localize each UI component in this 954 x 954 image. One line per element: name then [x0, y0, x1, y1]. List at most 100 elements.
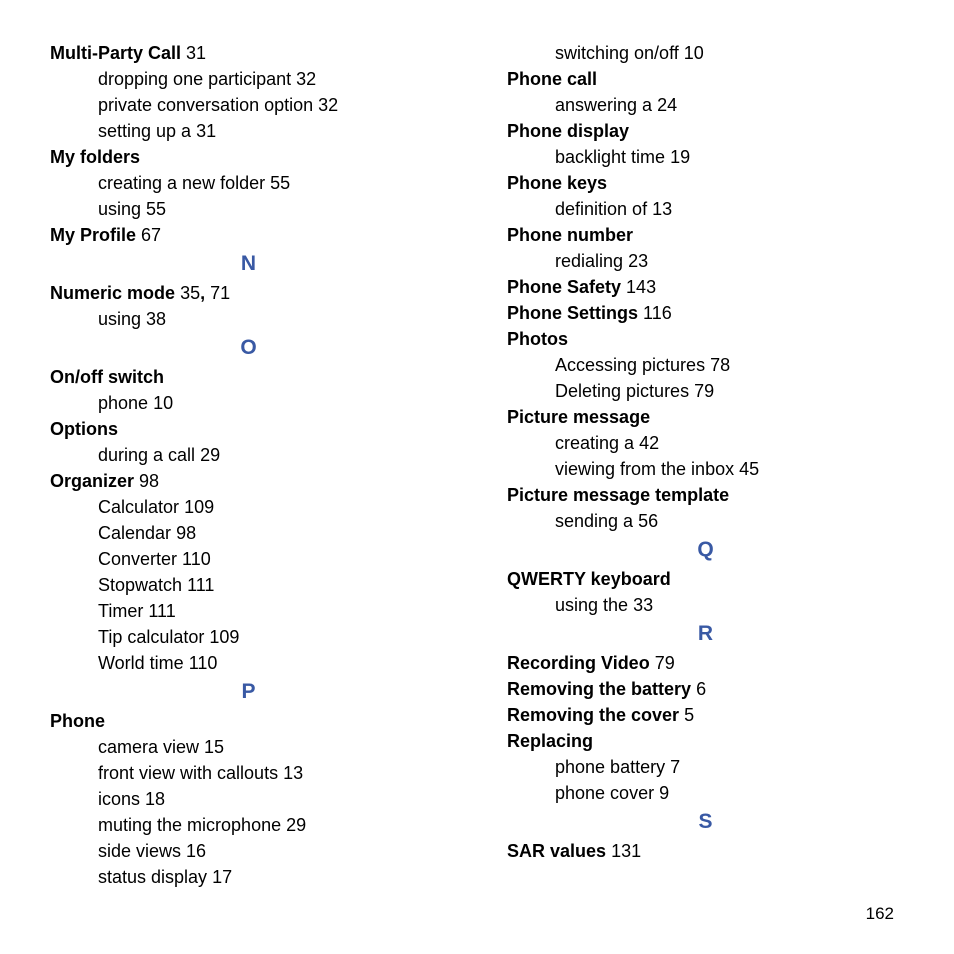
text: switching on/off: [555, 43, 679, 63]
subentry: Calendar 98: [50, 520, 447, 546]
text: camera view: [98, 737, 199, 757]
page: 17: [212, 867, 232, 887]
text: creating a: [555, 433, 634, 453]
label: Phone number: [507, 225, 633, 245]
text: Accessing pictures: [555, 355, 705, 375]
entry-phone-display: Phone display: [507, 118, 904, 144]
subentry: phone cover 9: [507, 780, 904, 806]
subentry: Accessing pictures 78: [507, 352, 904, 378]
label: Phone display: [507, 121, 629, 141]
label: Removing the cover: [507, 705, 679, 725]
text: redialing: [555, 251, 623, 271]
text: front view with callouts: [98, 763, 278, 783]
page: 7: [670, 757, 680, 777]
subentry: Converter 110: [50, 546, 447, 572]
page: 109: [184, 497, 214, 517]
letter-q: Q: [507, 536, 904, 564]
entry-phone-call: Phone call: [507, 66, 904, 92]
page: 67: [141, 225, 161, 245]
page: 13: [652, 199, 672, 219]
text: definition of: [555, 199, 647, 219]
page-number: 162: [866, 904, 894, 924]
entry-options: Options: [50, 416, 447, 442]
label: Phone: [50, 711, 105, 731]
label: Numeric mode: [50, 283, 175, 303]
subentry: Calculator 109: [50, 494, 447, 520]
subentry: using 38: [50, 306, 447, 332]
page: 111: [187, 575, 214, 595]
page: 79: [655, 653, 675, 673]
right-column: switching on/off 10 Phone call answering…: [507, 40, 904, 890]
entry-picture-message-template: Picture message template: [507, 482, 904, 508]
page: 45: [739, 459, 759, 479]
text: creating a new folder: [98, 173, 265, 193]
entry-phone-keys: Phone keys: [507, 170, 904, 196]
text: phone cover: [555, 783, 654, 803]
page: 98: [176, 523, 196, 543]
label: Recording Video: [507, 653, 650, 673]
entry-multi-party-call: Multi-Party Call 31: [50, 40, 447, 66]
text: Deleting pictures: [555, 381, 689, 401]
text: during a call: [98, 445, 195, 465]
subentry: status display 17: [50, 864, 447, 890]
page: 10: [153, 393, 173, 413]
text: sending a: [555, 511, 633, 531]
entry-removing-battery: Removing the battery 6: [507, 676, 904, 702]
subentry: phone 10: [50, 390, 447, 416]
page: 79: [694, 381, 714, 401]
page: 33: [633, 595, 653, 615]
label: Replacing: [507, 731, 593, 751]
page: 16: [186, 841, 206, 861]
text: muting the microphone: [98, 815, 281, 835]
subentry: muting the microphone 29: [50, 812, 447, 838]
subentry: using the 33: [507, 592, 904, 618]
subentry: side views 16: [50, 838, 447, 864]
page: 110: [189, 653, 218, 673]
text: using: [98, 309, 141, 329]
page: 18: [145, 789, 165, 809]
page: 13: [283, 763, 303, 783]
entry-numeric-mode: Numeric mode 35, 71: [50, 280, 447, 306]
text: icons: [98, 789, 140, 809]
entry-phone-number: Phone number: [507, 222, 904, 248]
label: On/off switch: [50, 367, 164, 387]
subentry: redialing 23: [507, 248, 904, 274]
label: Organizer: [50, 471, 134, 491]
page: 38: [146, 309, 166, 329]
subentry: switching on/off 10: [507, 40, 904, 66]
subentry: front view with callouts 13: [50, 760, 447, 786]
text: setting up a: [98, 121, 191, 141]
text: side views: [98, 841, 181, 861]
label: Phone Safety: [507, 277, 621, 297]
text: Calendar: [98, 523, 171, 543]
entry-my-folders: My folders: [50, 144, 447, 170]
subentry: phone battery 7: [507, 754, 904, 780]
letter-r: R: [507, 620, 904, 648]
letter-p: P: [50, 678, 447, 706]
page: 32: [318, 95, 338, 115]
letter-s: S: [507, 808, 904, 836]
subentry: answering a 24: [507, 92, 904, 118]
label: SAR values: [507, 841, 606, 861]
entry-replacing: Replacing: [507, 728, 904, 754]
label: Picture message: [507, 407, 650, 427]
subentry: Stopwatch 111: [50, 572, 447, 598]
entry-qwerty: QWERTY keyboard: [507, 566, 904, 592]
entry-photos: Photos: [507, 326, 904, 352]
entry-recording-video: Recording Video 79: [507, 650, 904, 676]
index-columns: Multi-Party Call 31 dropping one partici…: [50, 40, 904, 890]
entry-my-profile: My Profile 67: [50, 222, 447, 248]
label: Removing the battery: [507, 679, 691, 699]
text: dropping one participant: [98, 69, 291, 89]
page: 5: [684, 705, 694, 725]
text: Converter: [98, 549, 177, 569]
subentry: setting up a 31: [50, 118, 447, 144]
subentry: Tip calculator 109: [50, 624, 447, 650]
page: 116: [643, 303, 672, 323]
left-column: Multi-Party Call 31 dropping one partici…: [50, 40, 447, 890]
text: Stopwatch: [98, 575, 182, 595]
label: Phone call: [507, 69, 597, 89]
page: 29: [200, 445, 220, 465]
text: private conversation option: [98, 95, 313, 115]
label: Picture message template: [507, 485, 729, 505]
